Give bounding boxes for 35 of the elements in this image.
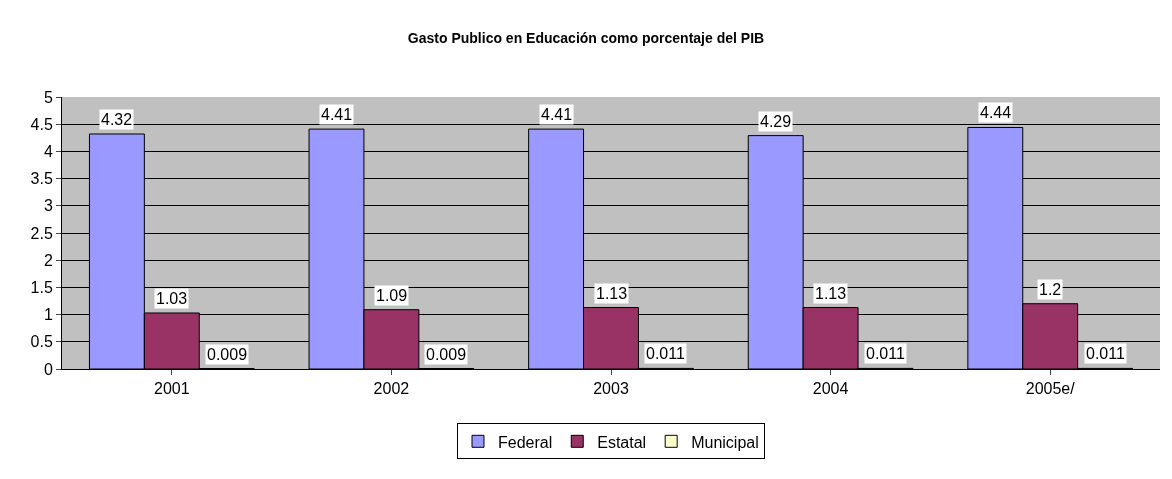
y-tick-label: 1.5	[30, 279, 53, 296]
data-label: 4.29	[760, 113, 792, 130]
y-tick-label: 1	[43, 306, 53, 324]
data-label: 0.011	[1086, 345, 1125, 362]
y-tick-label: 0.5	[30, 333, 53, 351]
data-label: 1.2	[1039, 281, 1062, 298]
y-tick-label: 3	[43, 197, 53, 215]
x-tick-label: 2003	[593, 380, 629, 398]
data-label: 0.009	[426, 346, 467, 363]
data-label: 0.011	[646, 345, 685, 362]
y-tick-label: 2	[43, 251, 53, 269]
data-label: 4.44	[980, 104, 1012, 121]
y-tick-label: 4.5	[30, 115, 53, 133]
x-tick-label: 2005e/	[1025, 380, 1076, 398]
legend-label: Municipal	[691, 433, 759, 451]
data-label: 4.32	[101, 111, 133, 128]
legend-label: Federal	[498, 433, 553, 451]
x-tick-label: 2002	[373, 380, 410, 398]
x-tick-label: 2004	[812, 380, 849, 398]
data-label: 1.13	[596, 285, 628, 302]
data-label: 0.011	[866, 345, 905, 362]
y-tick-label: 0	[43, 360, 53, 378]
data-label: 1.03	[156, 290, 188, 307]
y-tick-label: 2.5	[30, 224, 53, 242]
data-label: 4.41	[321, 106, 353, 123]
chart-title: Gasto Publico en Educación como porcentaje del PIB	[407, 30, 765, 47]
y-tick-label: 3.5	[30, 170, 53, 188]
y-tick-label: 5	[43, 88, 53, 106]
data-label: 1.09	[376, 287, 408, 304]
y-tick-label: 4	[43, 143, 53, 160]
data-label: 0.009	[207, 346, 248, 363]
legend-label: Estatal	[597, 433, 647, 451]
data-label: 4.41	[541, 106, 573, 123]
x-tick-label: 2001	[154, 380, 190, 398]
data-label: 1.13	[815, 285, 847, 302]
